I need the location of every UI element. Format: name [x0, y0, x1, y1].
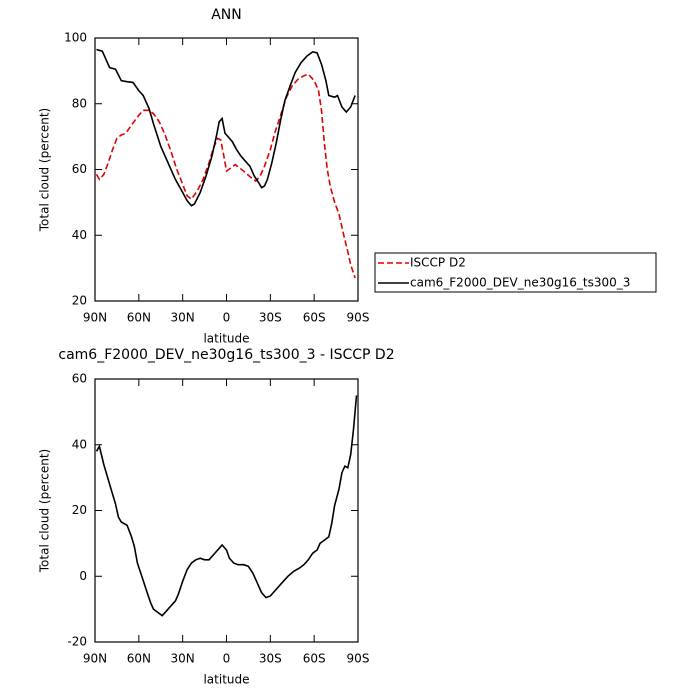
y-tick-label: 100	[64, 31, 87, 45]
plot-frame	[94, 378, 359, 643]
y-tick-label: 0	[79, 569, 87, 583]
y-axis-label: Total cloud (percent)	[38, 108, 52, 232]
x-axis-label: latitude	[203, 673, 249, 687]
y-tick-label: 20	[72, 503, 87, 517]
y-tick-label: 40	[72, 228, 87, 242]
x-tick-label: 0	[223, 311, 231, 325]
chart-title: cam6_F2000_DEV_ne30g16_ts300_3 - ISCCP D…	[58, 347, 394, 363]
y-axis-label: Total cloud (percent)	[38, 449, 52, 573]
x-axis-label: latitude	[203, 332, 249, 346]
y-tick-label: 80	[72, 96, 87, 110]
y-tick-label: 40	[72, 437, 87, 451]
x-tick-label: 60N	[127, 311, 151, 325]
x-tick-label: 90N	[83, 652, 107, 666]
y-tick-label: 60	[72, 372, 87, 386]
plot-frame	[94, 37, 359, 302]
data-line	[96, 48, 356, 207]
x-tick-label: 90S	[347, 652, 370, 666]
x-tick-label: 60N	[127, 652, 151, 666]
y-tick-label: 20	[72, 294, 87, 308]
x-tick-label: 60S	[303, 652, 326, 666]
x-tick-label: 30N	[171, 311, 195, 325]
x-tick-label: 60S	[303, 311, 326, 325]
chart-title: ANN	[211, 7, 242, 23]
x-tick-label: 30S	[259, 652, 282, 666]
y-tick-label: -20	[67, 635, 87, 649]
x-tick-label: 30N	[171, 652, 195, 666]
data-line	[95, 73, 356, 279]
data-line	[95, 395, 358, 617]
x-tick-label: 30S	[259, 311, 282, 325]
legend-label: cam6_F2000_DEV_ne30g16_ts300_3	[410, 276, 630, 290]
legend-box	[374, 252, 657, 293]
x-tick-label: 90S	[347, 311, 370, 325]
legend-label: ISCCP D2	[410, 256, 466, 270]
x-tick-label: 90N	[83, 311, 107, 325]
x-tick-label: 0	[223, 652, 231, 666]
y-tick-label: 60	[72, 162, 87, 176]
